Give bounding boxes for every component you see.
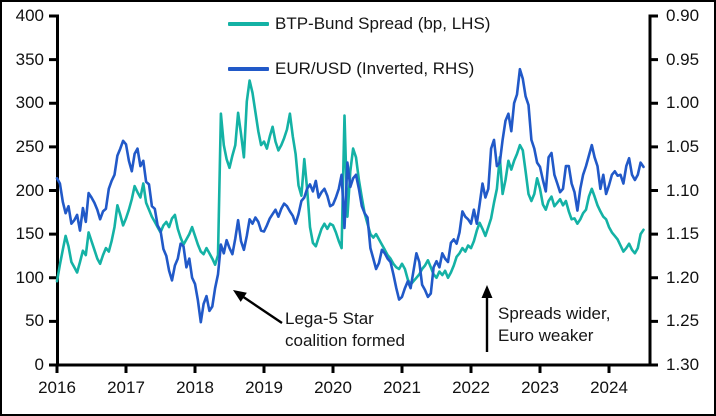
annotation-lega-line2: coalition formed bbox=[285, 331, 406, 350]
y-right-tick-label: 1.25 bbox=[666, 311, 700, 331]
annotation-lega-coalition: Lega-5 Star coalition formed bbox=[285, 308, 405, 352]
legend-item-btp-bund-spread: BTP-Bund Spread (bp, LHS) bbox=[228, 14, 491, 33]
y-left-tick-label: 300 bbox=[15, 93, 44, 113]
legend-item-eurusd: EUR/USD (Inverted, RHS) bbox=[228, 59, 475, 78]
annotation-spreads-line1: Spreads wider, bbox=[498, 304, 611, 323]
y-right-tick-label: 1.10 bbox=[666, 180, 700, 200]
annotation-spreads-line2: Euro weaker bbox=[498, 326, 594, 345]
x-axis-year-label: 2021 bbox=[383, 378, 421, 397]
y-left-tick-label: 400 bbox=[15, 6, 44, 25]
y-left-tick-label: 100 bbox=[15, 267, 44, 287]
eurusd-inverted-line bbox=[55, 67, 645, 324]
y-left-tick-label: 150 bbox=[15, 224, 44, 244]
x-axis-year-label: 2017 bbox=[107, 378, 145, 397]
y-left-tick-label: 350 bbox=[15, 49, 44, 69]
btp-bund-spread-legend-label: BTP-Bund Spread (bp, LHS) bbox=[275, 14, 491, 33]
annotation-spreads-wider: Spreads wider, Euro weaker bbox=[498, 303, 610, 347]
y-right-tick-label: 1.00 bbox=[666, 93, 700, 113]
btp-bund-spread-line bbox=[55, 79, 645, 287]
x-axis-year-label: 2019 bbox=[245, 378, 283, 397]
y-left-tick-label: 200 bbox=[15, 180, 44, 200]
y-left-tick-label: 50 bbox=[25, 311, 44, 331]
arrow-shaft bbox=[241, 295, 283, 324]
y-right-tick-label: 1.05 bbox=[666, 136, 700, 156]
annotation-arrows bbox=[233, 285, 493, 352]
y-left-tick-label: 0 bbox=[34, 355, 44, 374]
x-axis-year-label: 2023 bbox=[521, 378, 559, 397]
y-right-tick-label: 0.95 bbox=[666, 49, 700, 69]
x-axis-year-label: 2022 bbox=[452, 378, 490, 397]
y-left-tick-label: 250 bbox=[15, 136, 44, 156]
x-axis-year-label: 2024 bbox=[590, 378, 628, 397]
y-right-tick-label: 1.30 bbox=[666, 355, 700, 374]
arrow-head bbox=[233, 290, 247, 302]
eurusd-legend-label: EUR/USD (Inverted, RHS) bbox=[275, 59, 475, 78]
arrow-head bbox=[481, 285, 493, 298]
annotation-lega-line1: Lega-5 Star bbox=[285, 309, 374, 328]
axis-ticks bbox=[49, 14, 658, 373]
btp-bund-spread-legend-swatch bbox=[228, 22, 269, 26]
y-right-tick-label: 1.15 bbox=[666, 224, 700, 244]
x-axis-year-label: 2016 bbox=[38, 378, 76, 397]
eurusd-legend-swatch bbox=[228, 67, 269, 71]
y-right-tick-label: 0.90 bbox=[666, 6, 700, 25]
y-right-tick-label: 1.20 bbox=[666, 267, 700, 287]
x-axis-year-label: 2020 bbox=[314, 378, 352, 397]
x-axis-year-label: 2018 bbox=[176, 378, 214, 397]
